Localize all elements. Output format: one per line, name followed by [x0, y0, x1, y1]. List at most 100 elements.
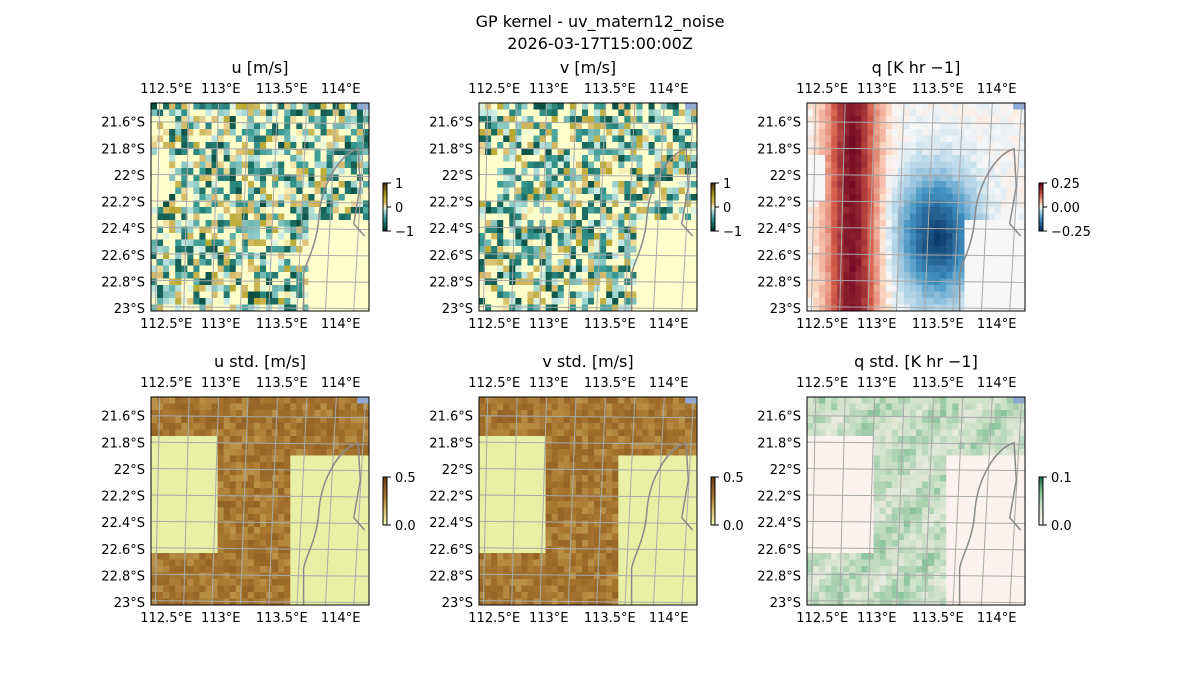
heatmap-cell: [618, 291, 625, 299]
heatmap-cell: [563, 142, 571, 149]
heatmap-cell: [497, 155, 504, 162]
heatmap-cell: [296, 220, 303, 227]
heatmap-cell: [819, 278, 826, 286]
heatmap-cell: [946, 155, 953, 162]
heatmap-cell: [296, 155, 303, 162]
heatmap-cell: [807, 122, 814, 130]
axes-frame: [806, 102, 1026, 312]
heatmap-cell: [284, 122, 291, 130]
heatmap-cell: [272, 507, 279, 515]
heatmap-cell: [278, 520, 285, 528]
heatmap-cell: [569, 259, 577, 266]
heatmap-cell: [831, 226, 838, 234]
heatmap-cell: [497, 278, 504, 286]
meridian-line: [239, 102, 249, 312]
heatmap-cell: [843, 259, 850, 266]
heatmap-cell: [326, 436, 333, 443]
heatmap-cell: [1000, 298, 1008, 305]
heatmap-cell: [873, 122, 880, 130]
colorbar-swatch: [383, 501, 387, 504]
heatmap-cell: [557, 259, 565, 266]
heatmap-cell: [332, 272, 340, 279]
panel-v: v [m/s]112.5°E112.5°E113°E113°E113.5°E11…: [429, 58, 742, 332]
heatmap-cell: [897, 220, 905, 227]
heatmap-cell: [151, 488, 158, 495]
heatmap-cell: [843, 187, 850, 195]
heatmap-cell: [976, 233, 983, 240]
heatmap-cell: [241, 148, 249, 156]
heatmap-cell: [497, 109, 504, 117]
heatmap-cell: [193, 252, 200, 260]
heatmap-cell: [314, 239, 321, 247]
colorbar-swatch: [711, 187, 715, 190]
heatmap-cell: [813, 272, 820, 279]
heatmap-cell: [903, 187, 911, 195]
heatmap-cell: [284, 449, 291, 456]
heatmap-cell: [873, 161, 880, 169]
heatmap-cell: [612, 168, 619, 175]
heatmap-cell: [1000, 226, 1008, 234]
heatmap-cell: [964, 194, 971, 201]
heatmap-cell: [819, 239, 826, 247]
heatmap-cell: [903, 155, 911, 162]
heatmap-cell: [630, 168, 637, 175]
heatmap-cell: [151, 200, 158, 208]
heatmap-cell: [807, 246, 814, 253]
heatmap-cell: [539, 122, 546, 130]
heatmap-cell: [217, 181, 224, 188]
heatmap-cell: [338, 540, 346, 547]
heatmap-cell: [861, 174, 868, 182]
heatmap-cell: [199, 585, 206, 593]
heatmap-cell: [581, 207, 589, 214]
heatmap-cell: [588, 103, 595, 110]
heatmap-cell: [211, 475, 218, 482]
heatmap-cell: [284, 585, 291, 593]
heatmap-cell: [916, 233, 923, 240]
heatmap-cell: [229, 103, 237, 110]
heatmap-cell: [272, 168, 279, 175]
heatmap-cell: [199, 239, 206, 247]
heatmap-cell: [284, 285, 291, 292]
heatmap-cell: [636, 174, 643, 182]
heatmap-cell: [284, 533, 291, 541]
heatmap-cell: [497, 148, 504, 156]
heatmap-cell: [885, 135, 893, 143]
heatmap-cell: [296, 129, 303, 136]
heatmap-cell: [350, 142, 358, 149]
heatmap-cell: [302, 481, 309, 489]
heatmap-cell: [515, 194, 522, 201]
heatmap-cell: [618, 148, 625, 156]
heatmap-cell: [272, 265, 279, 273]
heatmap-cell: [338, 507, 346, 515]
heatmap-cell: [630, 155, 637, 162]
heatmap-cell: [958, 194, 965, 201]
heatmap-cell: [509, 259, 516, 266]
heatmap-cell: [819, 174, 826, 182]
heatmap-cell: [229, 462, 237, 469]
colorbar-swatch: [383, 503, 387, 506]
heatmap-cell: [982, 148, 989, 156]
heatmap-cell: [849, 239, 856, 247]
heatmap-cell: [308, 226, 315, 234]
heatmap-cell: [958, 213, 965, 221]
heatmap-cell: [922, 109, 929, 117]
heatmap-cell: [563, 220, 571, 227]
heatmap-cell: [1018, 155, 1026, 162]
heatmap-cell: [217, 533, 224, 541]
heatmap-cell: [223, 116, 231, 123]
heatmap-cell: [278, 540, 285, 547]
heatmap-cell: [867, 148, 874, 156]
heatmap-cell: [217, 520, 224, 528]
heatmap-cell: [344, 423, 352, 430]
heatmap-cell: [350, 259, 358, 266]
heatmap-cell: [594, 239, 601, 247]
heatmap-cell: [690, 265, 698, 273]
heatmap-cell: [157, 116, 164, 123]
y-tick-label: 21.8°S: [101, 436, 145, 451]
heatmap-cell: [290, 553, 297, 560]
x-tick-label-top: 113.5°E: [584, 82, 636, 97]
heatmap-cell: [636, 397, 643, 404]
heatmap-cell: [332, 155, 340, 162]
heatmap-cell: [272, 135, 279, 143]
heatmap-cell: [278, 239, 285, 247]
